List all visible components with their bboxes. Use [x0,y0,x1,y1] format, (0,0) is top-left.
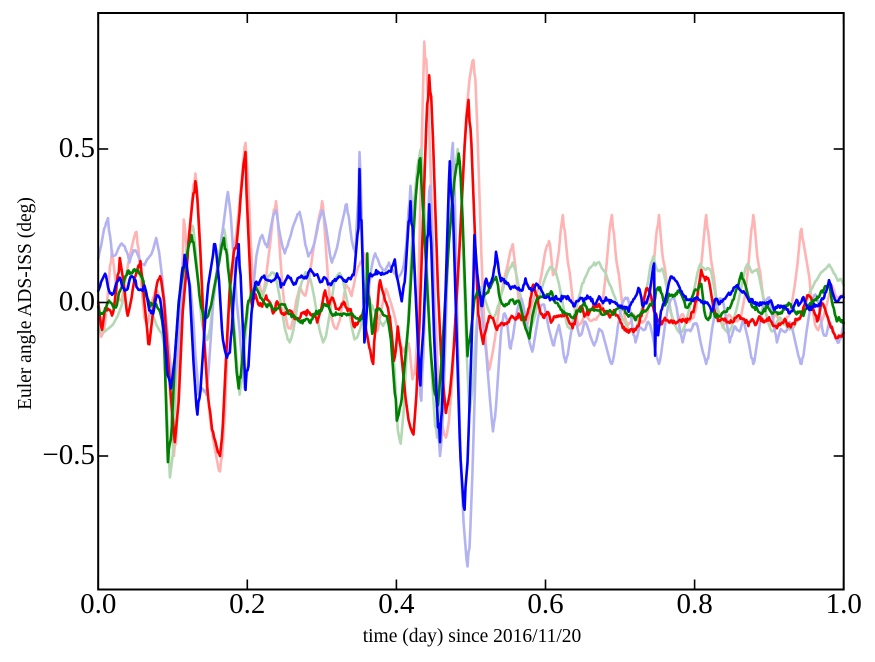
svg-text:0.6: 0.6 [527,588,563,620]
svg-text:0.0: 0.0 [80,588,116,620]
svg-text:Euler angle ADS-ISS (deg): Euler angle ADS-ISS (deg) [15,197,36,410]
svg-text:0.0: 0.0 [59,286,95,318]
svg-text:time (day) since 2016/11/20: time (day) since 2016/11/20 [363,626,582,647]
svg-text:0.4: 0.4 [378,588,415,620]
svg-text:1.0: 1.0 [826,588,862,620]
svg-text:0.8: 0.8 [676,588,712,620]
svg-text:0.5: 0.5 [59,132,95,164]
svg-text:0.2: 0.2 [229,588,265,620]
svg-text:−0.5: −0.5 [42,439,95,471]
